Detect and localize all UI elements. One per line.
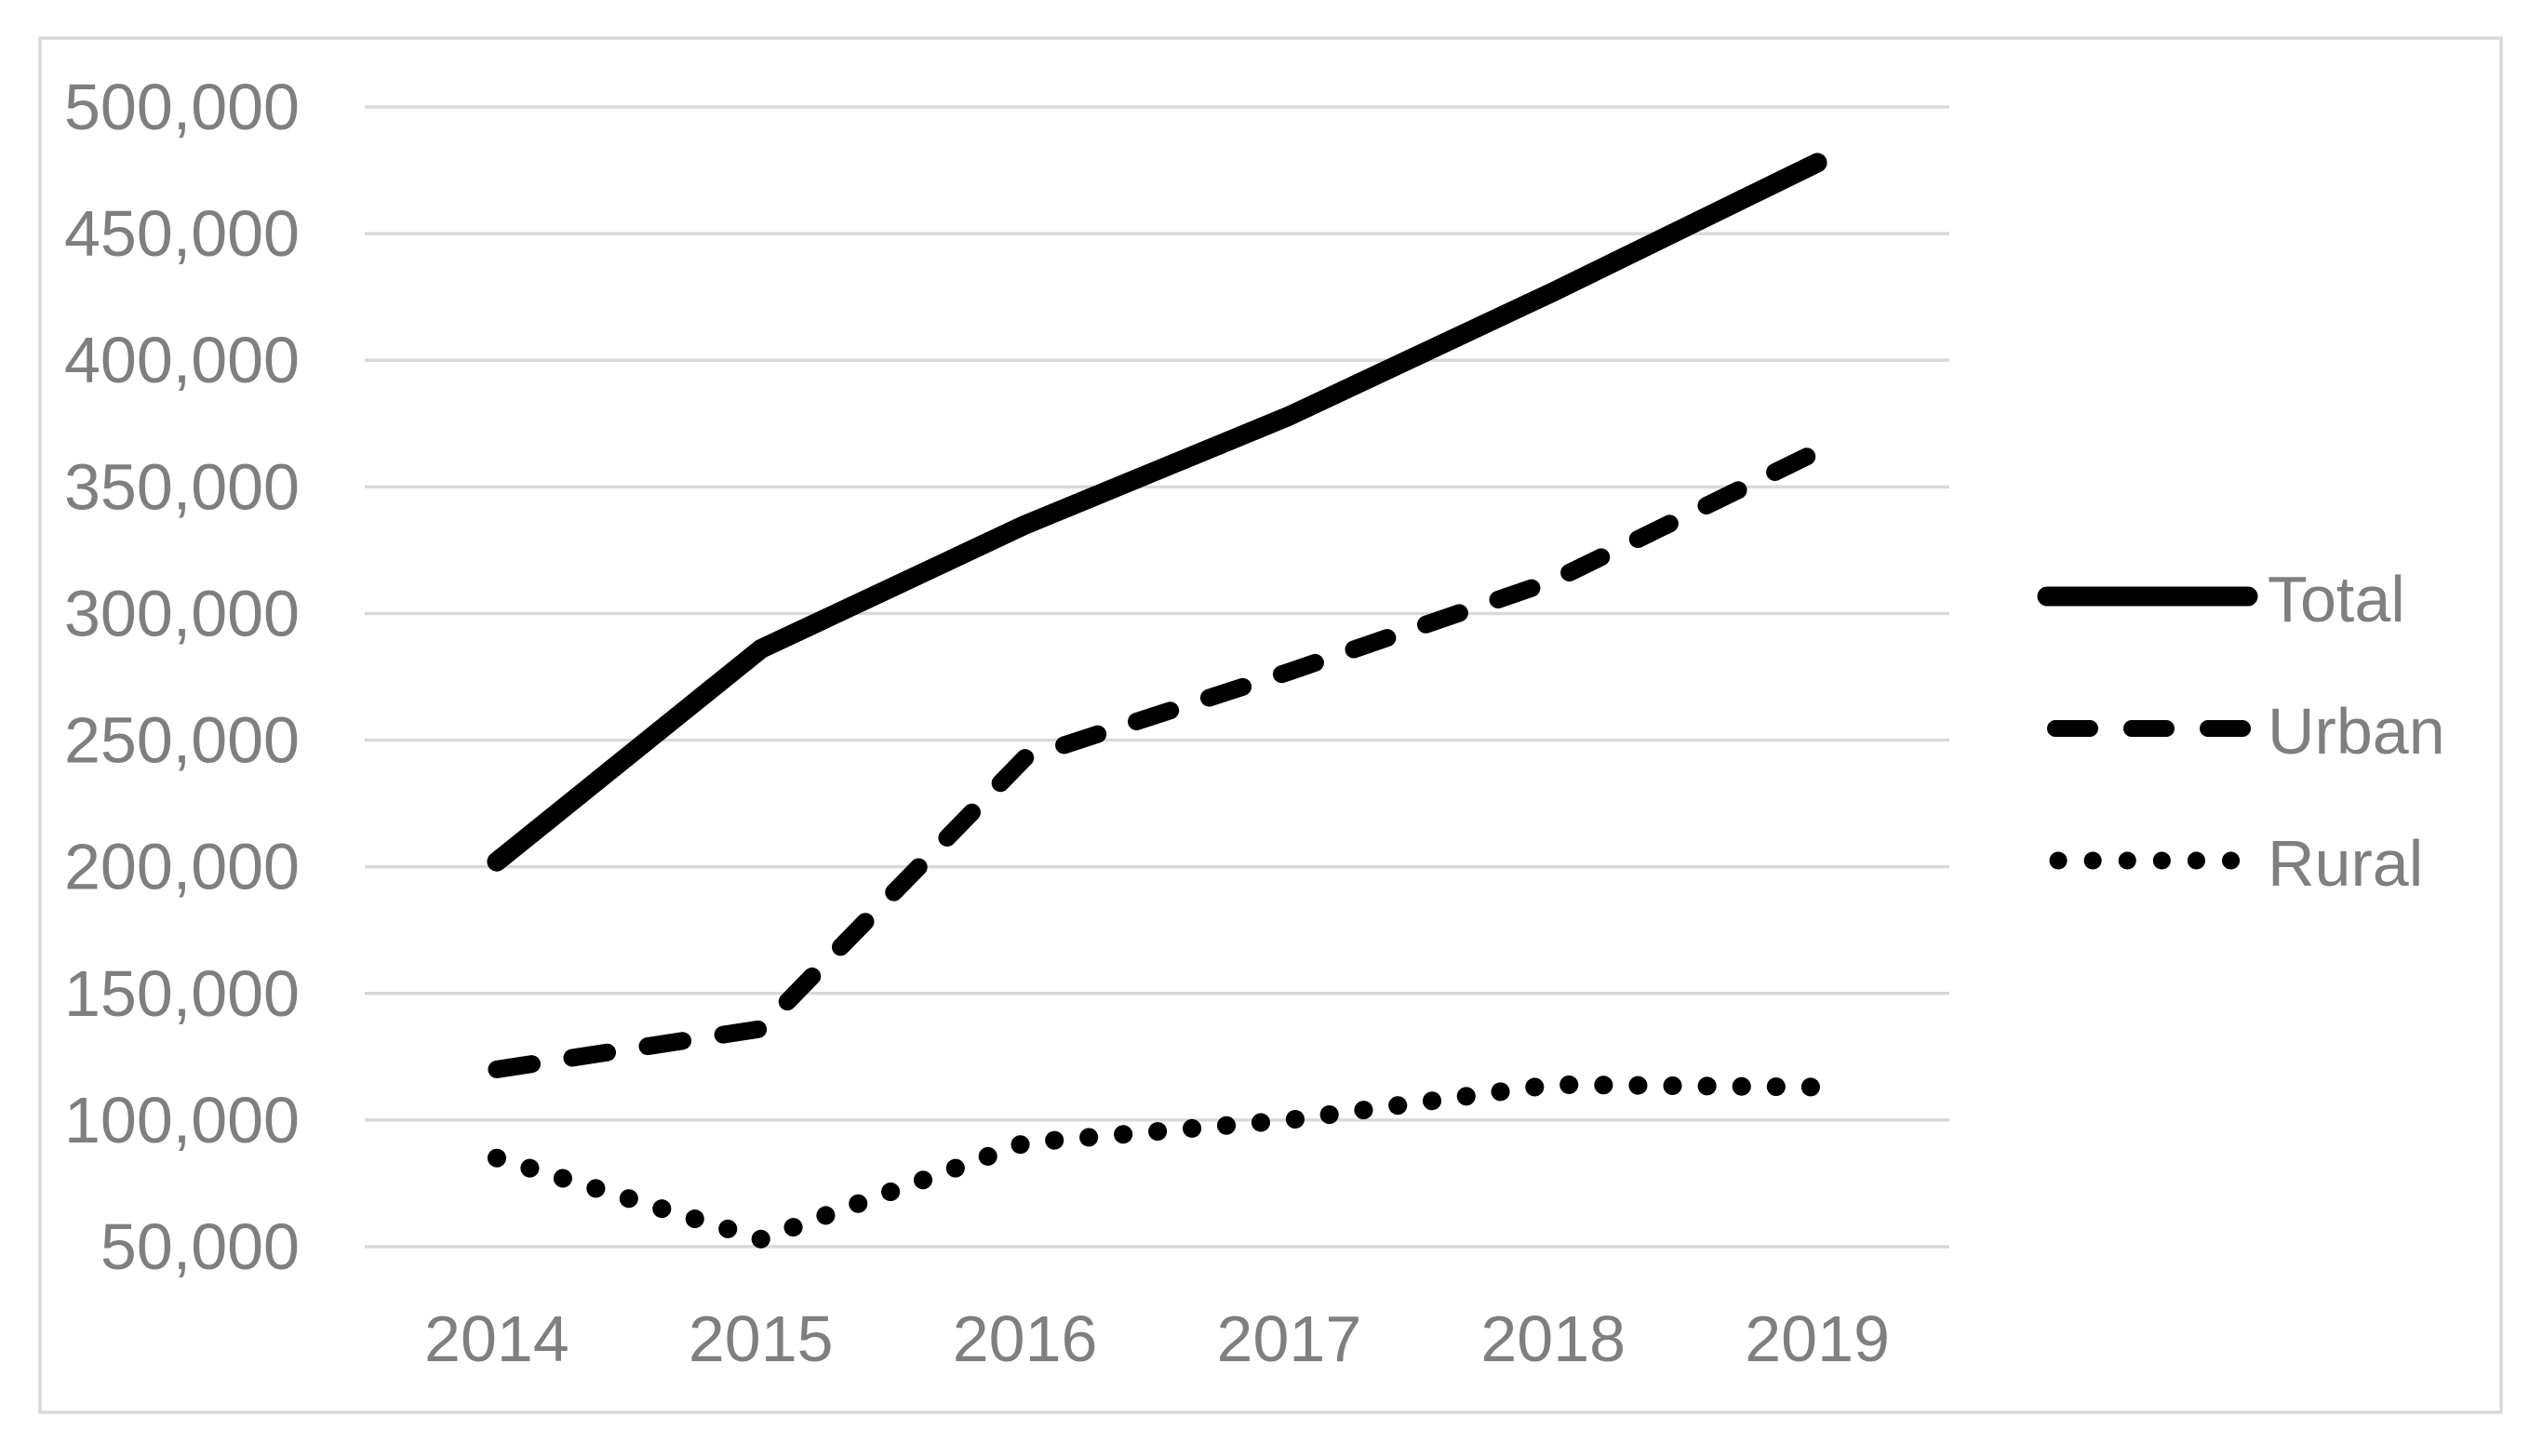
figure-border	[38, 36, 2503, 1414]
y-tick-label: 500,000	[64, 71, 300, 143]
legend-label-urban: Urban	[2268, 695, 2445, 768]
y-tick-label: 50,000	[100, 1210, 300, 1283]
y-tick-label: 100,000	[64, 1084, 300, 1156]
gridlines	[365, 105, 1949, 1249]
series-lines	[487, 153, 1827, 1249]
y-tick-label: 200,000	[64, 831, 300, 903]
y-tick-label: 250,000	[64, 704, 300, 777]
x-tick-label: 2017	[1217, 1302, 1362, 1375]
y-tick-label: 400,000	[64, 324, 300, 396]
legend: Total Urban Rural	[2037, 563, 2445, 900]
y-axis-tick-labels: 50,000 100,000 150,000 200,000 250,000 300,00…	[64, 71, 300, 1283]
x-tick-label: 2018	[1480, 1302, 1626, 1375]
y-tick-label: 150,000	[64, 957, 300, 1030]
legend-label-rural: Rural	[2268, 827, 2423, 900]
x-tick-label: 2019	[1745, 1302, 1890, 1375]
y-tick-label: 450,000	[64, 197, 300, 270]
x-tick-label: 2016	[953, 1302, 1098, 1375]
legend-item-total: Total	[2037, 563, 2405, 635]
legend-item-urban: Urban	[2047, 695, 2445, 768]
x-axis-tick-labels: 2014 2015 2016 2017 2018 2019	[424, 1302, 1890, 1375]
legend-label-total: Total	[2268, 563, 2405, 635]
x-tick-label: 2014	[424, 1302, 569, 1375]
y-tick-label: 350,000	[64, 450, 300, 523]
y-tick-label: 300,000	[64, 577, 300, 649]
series-line-rural	[487, 1075, 1827, 1249]
legend-item-rural: Rural	[2049, 827, 2423, 900]
x-tick-label: 2015	[689, 1302, 834, 1375]
series-line-urban	[488, 442, 1827, 1078]
series-line-total	[487, 153, 1827, 872]
